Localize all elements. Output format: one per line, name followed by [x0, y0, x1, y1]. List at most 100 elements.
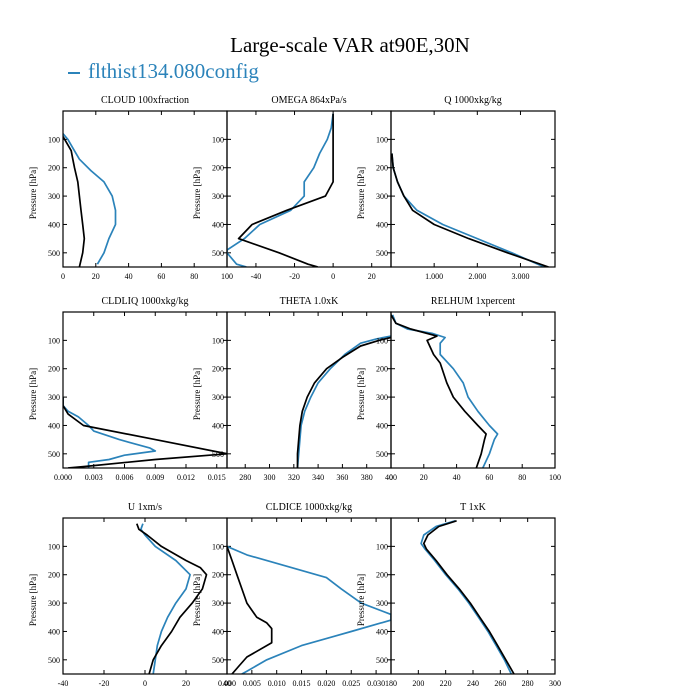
plot-frame [390, 311, 556, 469]
x-tick-label: 0.010 [268, 679, 286, 688]
y-tick-label: 300 [212, 192, 224, 201]
x-tick-label: 80 [518, 473, 526, 482]
y-tick-label: 300 [212, 599, 224, 608]
x-tick-label: 340 [312, 473, 324, 482]
x-tick-label: 300 [549, 679, 561, 688]
plot-frame [62, 517, 228, 675]
panel-title: CLOUD 100xfraction [101, 95, 189, 106]
y-tick-label: 100 [376, 542, 388, 551]
y-axis-label: Pressure [hPa] [28, 574, 38, 626]
y-tick-label: 200 [212, 365, 224, 374]
y-tick-label: 300 [48, 192, 60, 201]
x-tick-label: 60 [485, 473, 493, 482]
x-tick-label: 20 [420, 473, 428, 482]
x-tick-label: 3.000 [511, 272, 529, 281]
x-tick-label: 0.000 [218, 679, 236, 688]
y-axis-label: Pressure [hPa] [192, 368, 202, 420]
x-tick-label: 100 [221, 272, 233, 281]
y-tick-label: 100 [212, 542, 224, 551]
series-line-blue [296, 335, 391, 468]
x-tick-label: -20 [289, 272, 300, 281]
y-tick-label: 300 [376, 192, 388, 201]
x-tick-label: 2.000 [468, 272, 486, 281]
y-tick-label: 500 [48, 249, 60, 258]
x-tick-label: -40 [58, 679, 69, 688]
x-tick-label: 280 [522, 679, 534, 688]
x-tick-label: 0.000 [54, 473, 72, 482]
chart-title: Large-scale VAR at90E,30N [230, 33, 470, 57]
x-tick-label: 300 [264, 473, 276, 482]
series-line-blue [63, 133, 117, 265]
x-tick-label: 0.012 [177, 473, 195, 482]
y-tick-label: 500 [376, 656, 388, 665]
y-tick-label: 100 [376, 336, 388, 345]
y-tick-label: 100 [212, 336, 224, 345]
series-line-black [63, 397, 227, 468]
series-line-black [422, 519, 515, 674]
y-tick-label: 200 [212, 164, 224, 173]
y-tick-label: 200 [48, 571, 60, 580]
y-tick-label: 400 [212, 220, 224, 229]
x-tick-label: 280 [239, 473, 251, 482]
x-tick-label: 380 [361, 473, 373, 482]
series-line-blue [227, 113, 334, 267]
plot-frame [226, 517, 392, 675]
y-tick-label: 500 [376, 249, 388, 258]
y-axis-label: Pressure [hPa] [28, 368, 38, 420]
y-axis-label: Pressure [hPa] [356, 574, 366, 626]
y-tick-label: 200 [376, 365, 388, 374]
series-line-blue [391, 153, 545, 267]
y-axis-label: Pressure [hPa] [192, 574, 202, 626]
x-tick-label: 240 [467, 679, 479, 688]
y-tick-label: 200 [48, 365, 60, 374]
series-line-black [227, 546, 273, 674]
x-tick-label: 40 [223, 679, 231, 688]
series-line-black [391, 314, 487, 468]
y-tick-label: 200 [376, 571, 388, 580]
x-tick-label: 0.006 [116, 473, 134, 482]
chart-panel: THETA 1.0xK Pressure [hPa] 280 300 320 340 360… [192, 296, 397, 482]
y-tick-label: 200 [376, 164, 388, 173]
y-axis-label: Pressure [hPa] [28, 167, 38, 219]
x-tick-label: 200 [412, 679, 424, 688]
y-tick-label: 300 [376, 599, 388, 608]
series-line-blue [420, 519, 513, 674]
y-tick-label: 100 [376, 135, 388, 144]
x-tick-label: 180 [385, 679, 397, 688]
chart-panel: T 1xK Pressure [hPa] 180 200 220 240 260 280 300… [356, 502, 561, 688]
y-tick-label: 200 [212, 571, 224, 580]
panel-title: Q 1000xkg/kg [444, 95, 502, 106]
series-line-black [391, 153, 549, 267]
x-tick-label: 20 [368, 272, 376, 281]
x-tick-label: 80 [190, 272, 198, 281]
panel-title: CLDICE 1000xkg/kg [266, 502, 352, 513]
series-line-blue [227, 545, 391, 674]
plot-frame [390, 110, 556, 268]
chart-panel: RELHUM 1xpercent Pressure [hPa] 0 20 40 60 80 1… [356, 296, 561, 482]
x-tick-label: 20 [92, 272, 100, 281]
x-tick-label: 0 [331, 272, 335, 281]
panel-title: OMEGA 864xPa/s [271, 95, 346, 106]
y-tick-label: 500 [48, 656, 60, 665]
series-line-black [136, 523, 208, 674]
legend-line-swatch [68, 72, 80, 75]
y-tick-label: 100 [48, 336, 60, 345]
y-tick-label: 400 [376, 421, 388, 430]
y-tick-label: 400 [48, 220, 60, 229]
x-tick-label: 60 [157, 272, 165, 281]
y-tick-label: 500 [212, 249, 224, 258]
x-tick-label: 0.015 [208, 473, 226, 482]
x-tick-label: 0 [143, 679, 147, 688]
chart-panel: OMEGA 864xPa/s Pressure [hPa] -40 -20 0 20 100… [192, 95, 392, 281]
chart-panel: Q 1000xkg/kg Pressure [hPa] 1.000 2.000 3.00… [356, 95, 556, 281]
y-tick-label: 500 [212, 450, 224, 459]
y-axis-label: Pressure [hPa] [356, 368, 366, 420]
y-tick-label: 100 [48, 135, 60, 144]
x-tick-label: 0.015 [293, 679, 311, 688]
series-line-black [296, 336, 391, 468]
x-tick-label: 20 [182, 679, 190, 688]
series-line-black [237, 113, 334, 267]
series-line-blue [391, 314, 499, 468]
y-tick-label: 300 [48, 393, 60, 402]
